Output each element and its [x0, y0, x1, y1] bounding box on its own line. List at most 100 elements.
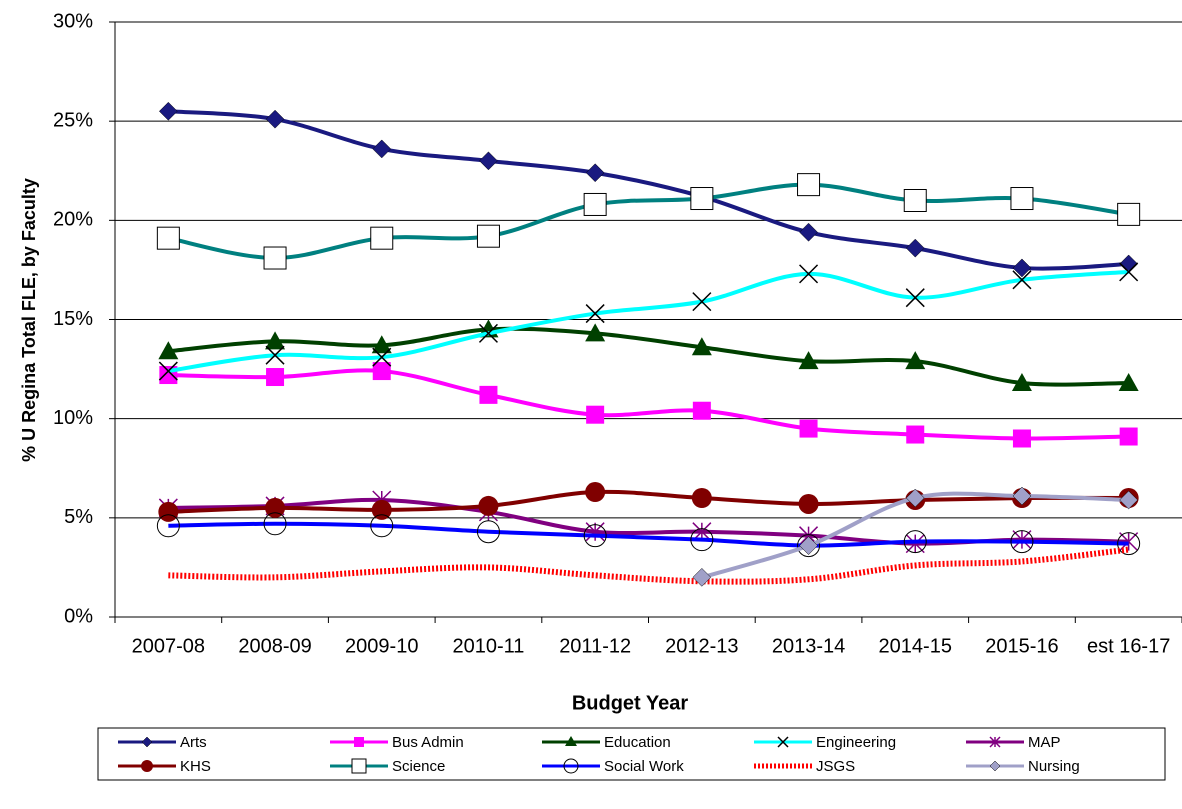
marker [585, 482, 606, 503]
legend-label: Social Work [604, 758, 684, 775]
marker [265, 345, 285, 365]
marker [354, 737, 364, 747]
y-axis-title: % U Regina Total FLE, by Faculty [19, 178, 39, 462]
marker [583, 524, 607, 548]
marker [690, 187, 714, 211]
marker [263, 512, 287, 536]
marker [799, 419, 818, 438]
marker [989, 760, 1001, 772]
marker [263, 246, 287, 270]
x-tick-label: 2009-10 [345, 635, 418, 657]
marker [797, 534, 821, 558]
marker [1119, 427, 1138, 446]
marker [586, 405, 605, 424]
marker [372, 139, 392, 159]
legend-box [97, 727, 1166, 781]
marker [1117, 532, 1141, 556]
marker [1119, 254, 1139, 274]
y-tick-label: 20% [53, 209, 93, 231]
y-tick-label: 30% [53, 10, 93, 32]
series-line [168, 521, 1129, 548]
series-line [168, 489, 1129, 514]
marker [476, 224, 500, 248]
marker [1012, 429, 1031, 448]
marker [371, 335, 392, 354]
marker [156, 226, 180, 250]
marker [905, 351, 926, 370]
x-axis-title: Budget Year [572, 692, 689, 714]
marker [370, 514, 394, 538]
series-line [168, 368, 1129, 441]
marker [690, 528, 714, 552]
x-tick-label: est 16-17 [1087, 635, 1170, 657]
marker [905, 488, 925, 508]
y-tick-label: 5% [64, 506, 93, 528]
marker [1119, 262, 1139, 282]
marker [1012, 258, 1032, 278]
marker [797, 173, 821, 197]
series-line [168, 109, 1129, 271]
marker [370, 226, 394, 250]
marker [478, 495, 499, 516]
marker [266, 368, 285, 387]
x-tick-label: 2010-11 [452, 635, 524, 657]
marker [691, 488, 712, 508]
marker [799, 264, 819, 284]
marker [692, 401, 711, 420]
legend-label: Arts [180, 734, 207, 751]
marker [563, 758, 579, 774]
x-tick-label: 2013-14 [772, 635, 845, 657]
marker [476, 520, 500, 544]
marker [1118, 372, 1139, 391]
marker [351, 758, 367, 774]
legend-label: KHS [180, 758, 211, 775]
marker [141, 760, 153, 772]
marker [158, 341, 179, 360]
marker [903, 189, 927, 212]
marker [692, 567, 712, 587]
marker [903, 530, 927, 554]
marker [905, 288, 925, 308]
marker [1119, 490, 1139, 510]
marker [691, 337, 712, 356]
x-tick-label: 2011-12 [559, 635, 631, 657]
marker [777, 736, 789, 748]
marker [158, 361, 178, 381]
marker [1012, 486, 1032, 506]
x-tick-label: 2007-08 [132, 635, 205, 657]
marker [479, 151, 498, 171]
marker [371, 499, 392, 520]
marker [1012, 270, 1032, 290]
legend-label: Bus Admin [392, 734, 464, 751]
marker [265, 109, 285, 129]
marker [799, 222, 818, 242]
marker [585, 163, 605, 183]
marker [798, 351, 819, 370]
marker [158, 501, 179, 522]
marker [265, 497, 286, 518]
legend-label: JSGS [816, 758, 855, 775]
marker [906, 425, 925, 444]
y-tick-label: 0% [64, 605, 93, 627]
x-tick-label: 2008-09 [238, 635, 311, 657]
marker [158, 101, 178, 121]
marker [156, 514, 180, 538]
marker [1011, 372, 1032, 391]
marker [585, 304, 605, 324]
marker [478, 323, 498, 343]
y-tick-label: 15% [53, 308, 93, 330]
series-line [168, 326, 1129, 387]
y-tick-label: 10% [53, 407, 93, 429]
series-line [168, 269, 1129, 374]
marker [479, 385, 498, 404]
marker [585, 323, 606, 342]
marker [265, 331, 286, 350]
legend-label: Nursing [1028, 758, 1080, 775]
marker [905, 238, 925, 258]
x-tick-label: 2014-15 [879, 635, 952, 657]
legend-label: MAP [1028, 734, 1061, 751]
marker [798, 493, 819, 514]
marker [372, 362, 391, 381]
series-line [168, 546, 1129, 585]
